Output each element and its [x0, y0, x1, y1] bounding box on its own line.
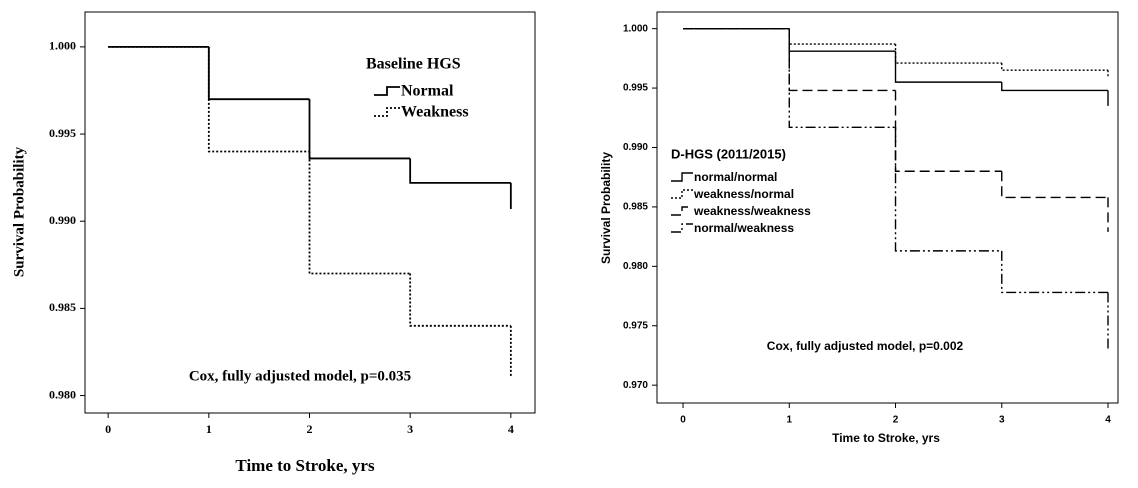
legend-icon: [374, 107, 400, 117]
x-tick-label: 2: [306, 422, 312, 436]
plot-frame: [84, 11, 536, 414]
legend-label: Weakness: [401, 104, 469, 121]
y-tick-label: 0.980: [623, 261, 648, 272]
survival-step: [1001, 171, 1109, 199]
survival-step: [409, 273, 511, 327]
legend-icon: [671, 206, 693, 216]
y-tick-label: 0.980: [49, 387, 76, 401]
legend-title: Baseline HGS: [366, 56, 461, 73]
x-tick-label: 2: [893, 415, 899, 426]
x-tick-label: 3: [999, 415, 1005, 426]
y-tick-label: 1.000: [623, 23, 648, 34]
survival-step: [894, 44, 1002, 64]
survival-step: [788, 28, 896, 92]
survival-step: [207, 46, 310, 153]
y-tick-label: 0.975: [623, 320, 648, 331]
legend-icon: [671, 189, 693, 199]
legend-label: Normal: [401, 83, 454, 100]
survival-step: [894, 127, 1002, 252]
survival-step: [1001, 250, 1109, 294]
legend-label: weakness/weakness: [693, 204, 811, 218]
annotation: Cox, fully adjusted model, p=0.002: [767, 339, 964, 353]
survival-step: [894, 51, 1002, 83]
x-tick-label: 1: [206, 422, 212, 436]
survival-step: [788, 28, 896, 52]
y-axis-label: Survival Probability: [11, 146, 27, 277]
y-tick-label: 1.000: [49, 39, 76, 53]
x-tick-label: 0: [680, 415, 686, 426]
y-tick-label: 0.985: [623, 202, 648, 213]
survival-step: [1001, 82, 1109, 92]
y-tick-label: 0.995: [49, 126, 76, 140]
y-tick-label: 0.990: [623, 142, 648, 153]
y-tick-label: 0.970: [623, 380, 648, 391]
survival-step: [409, 158, 511, 184]
x-tick-label: 4: [508, 422, 514, 436]
x-tick-label: 3: [407, 422, 413, 436]
legend-label: normal/weakness: [694, 221, 794, 235]
legend-title: D-HGS (2011/2015): [671, 146, 786, 161]
legend-icon: [671, 172, 693, 182]
legend-icon: [671, 223, 693, 233]
y-axis-label: Survival Probability: [599, 152, 613, 264]
y-tick-label: 0.995: [623, 83, 648, 94]
annotation: Cox, fully adjusted model, p=0.035: [189, 368, 411, 384]
x-axis-label: Time to Stroke, yrs: [832, 431, 940, 445]
legend-icon: [374, 86, 400, 96]
x-axis-label: Time to Stroke, yrs: [235, 456, 375, 475]
survival-step: [308, 99, 411, 160]
x-tick-label: 0: [105, 422, 111, 436]
survival-step: [788, 28, 896, 128]
legend-label: normal/normal: [694, 170, 777, 184]
survival-step: [1001, 63, 1109, 71]
survival-step: [308, 151, 411, 275]
legend-label: weakness/normal: [693, 187, 794, 201]
survival-step: [894, 90, 1002, 172]
y-tick-label: 0.990: [49, 213, 76, 227]
plot-frame: [656, 11, 1119, 404]
x-tick-label: 1: [786, 415, 792, 426]
survival-step: [788, 28, 896, 45]
x-tick-label: 4: [1105, 415, 1111, 426]
survival-step: [207, 46, 310, 101]
y-tick-label: 0.985: [49, 300, 76, 314]
